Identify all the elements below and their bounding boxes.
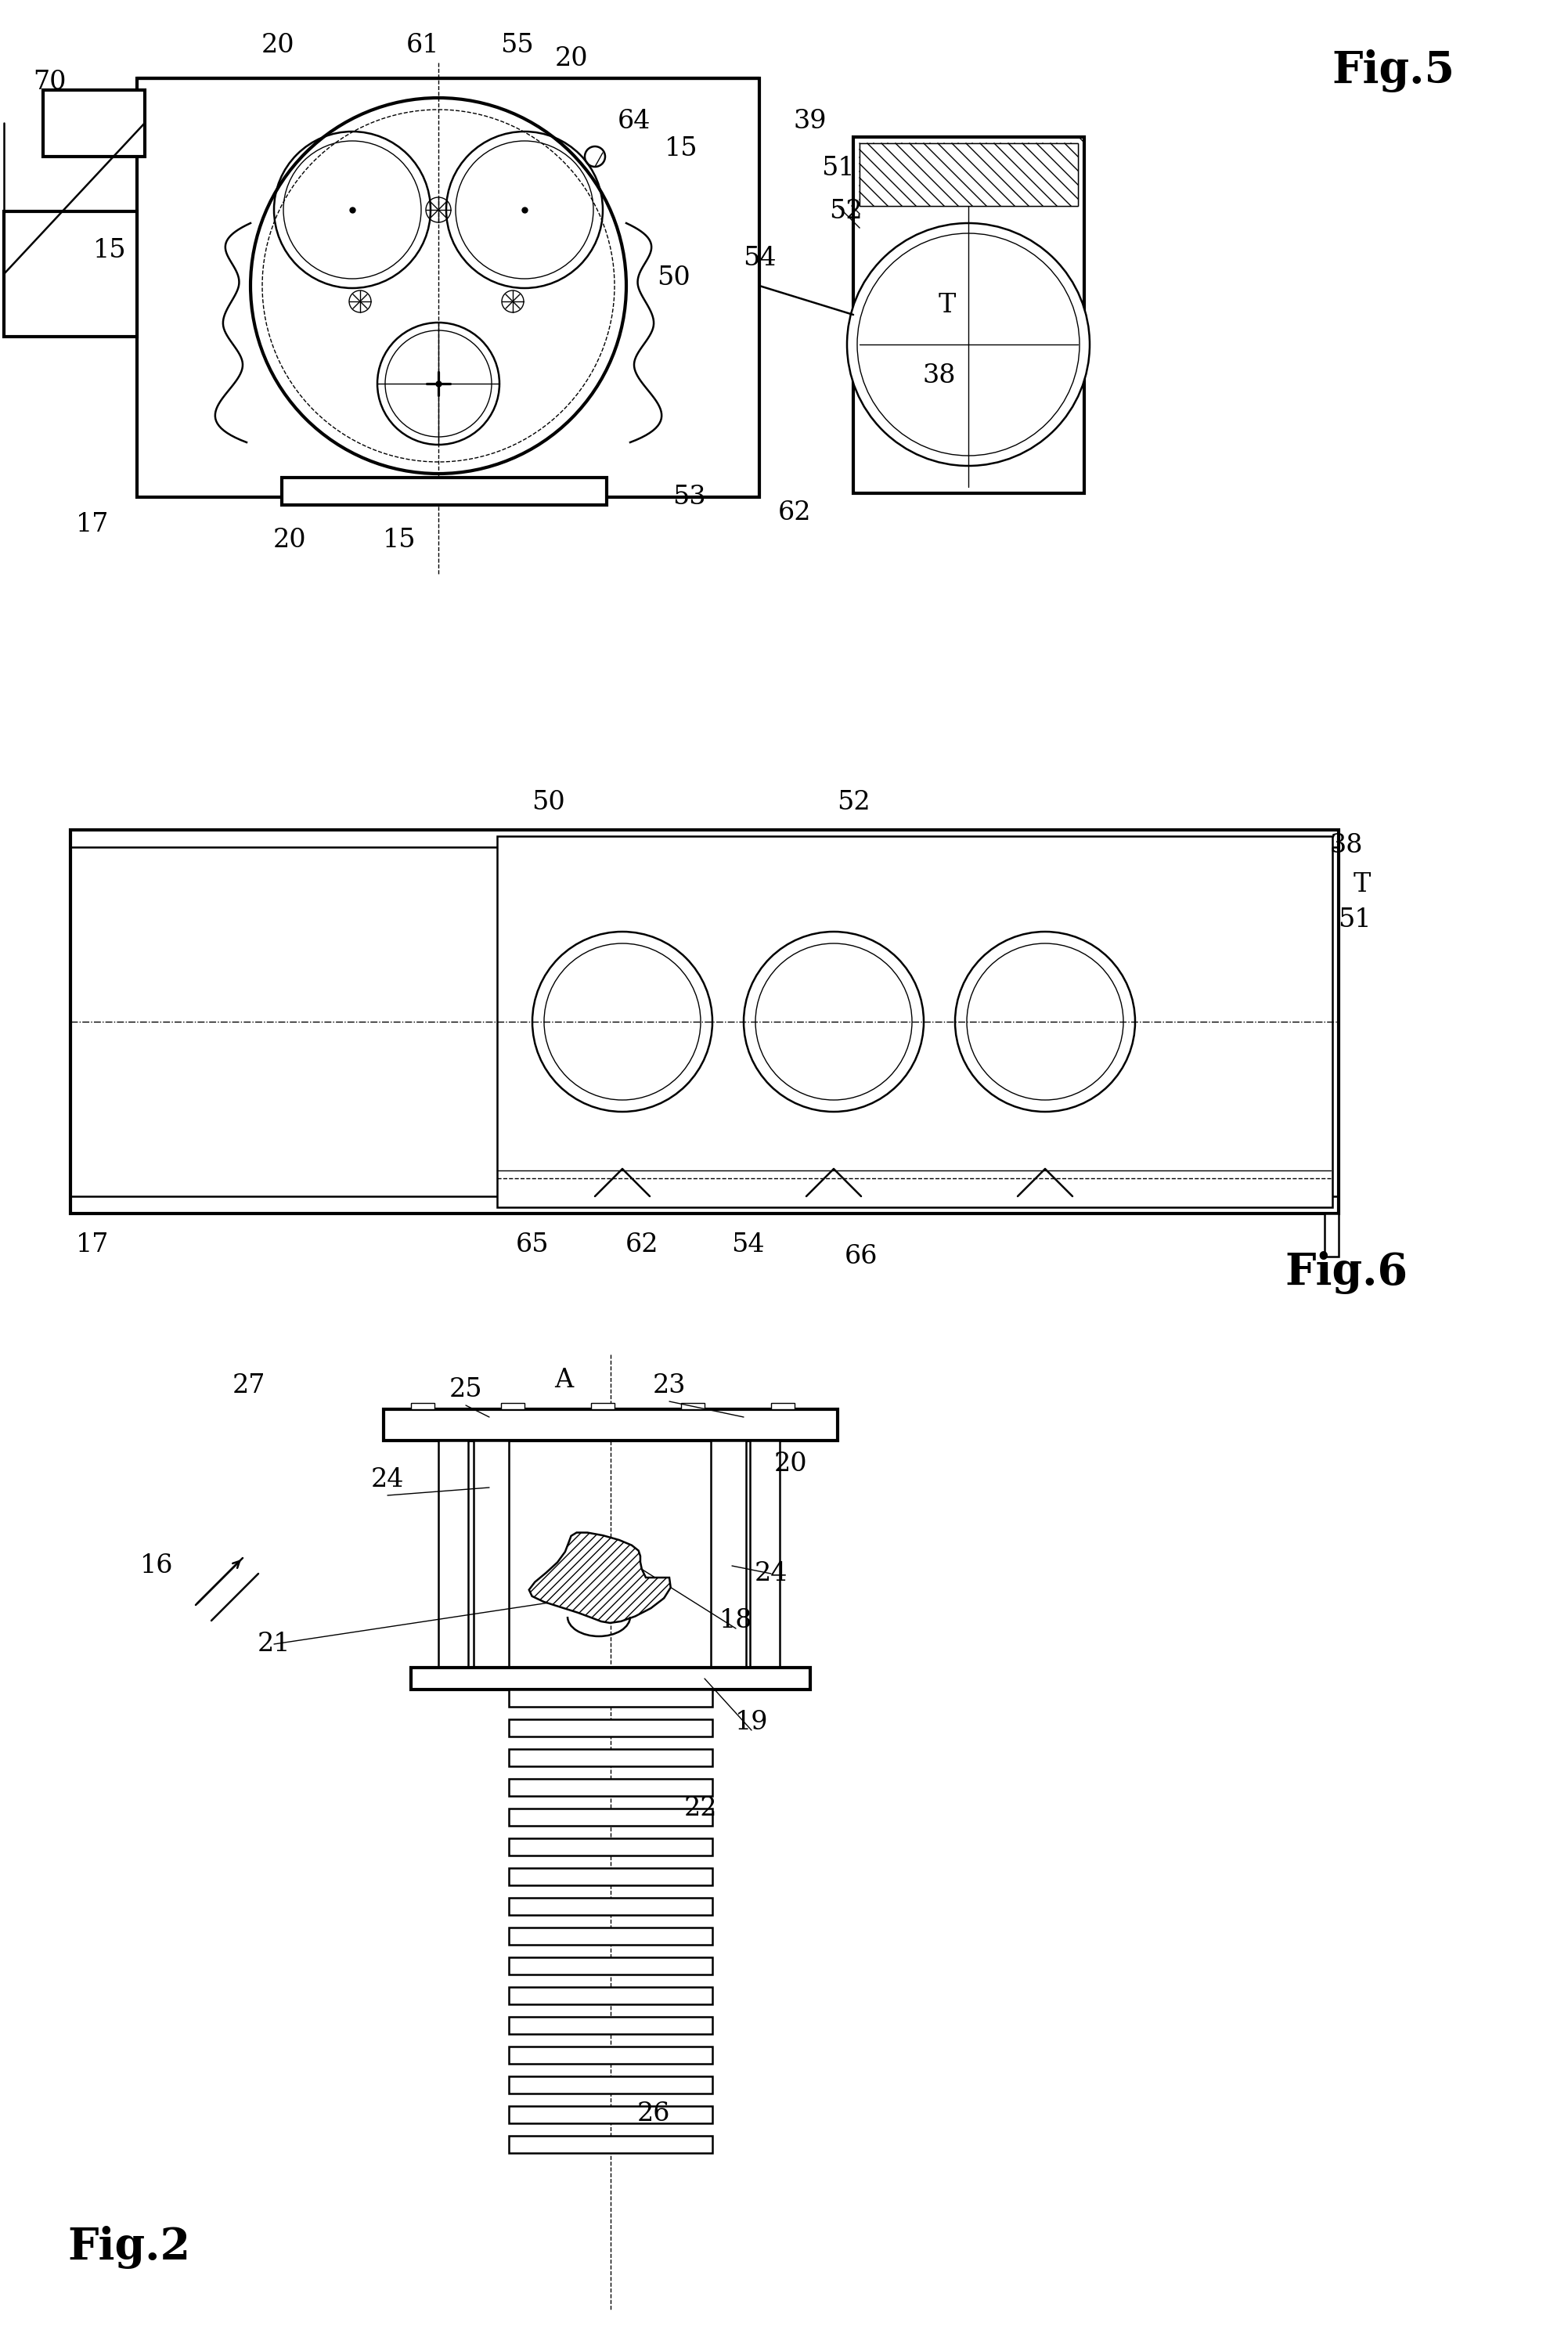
Text: 53: 53	[673, 484, 706, 509]
Bar	[439, 1440, 469, 1669]
Bar	[510, 1839, 712, 1856]
Text: 19: 19	[735, 1711, 768, 1734]
Bar	[859, 143, 1077, 206]
Text: 62: 62	[778, 500, 811, 526]
Bar	[510, 2047, 712, 2064]
Bar	[510, 1958, 712, 1975]
Text: 54: 54	[743, 245, 776, 271]
Text: 65: 65	[516, 1232, 549, 1257]
Text: 38: 38	[1330, 832, 1363, 858]
Bar	[681, 1402, 704, 1409]
Text: 24: 24	[372, 1468, 405, 1493]
Bar	[411, 1669, 811, 1690]
Bar	[384, 1409, 837, 1440]
Text: 51: 51	[822, 157, 855, 180]
Circle shape	[743, 932, 924, 1112]
Text: 15: 15	[93, 238, 127, 264]
Bar	[853, 138, 1083, 493]
Bar	[42, 91, 144, 157]
Text: 66: 66	[845, 1243, 878, 1269]
Text: T: T	[939, 292, 956, 318]
Polygon shape	[528, 1533, 671, 1622]
Bar	[510, 1720, 712, 1736]
Bar	[1325, 1213, 1339, 1257]
Bar	[859, 143, 1077, 206]
Bar	[771, 1402, 795, 1409]
Bar	[710, 1440, 746, 1669]
Bar	[750, 1440, 779, 1669]
Text: 54: 54	[731, 1232, 764, 1257]
Text: A: A	[554, 1367, 574, 1393]
Text: 18: 18	[720, 1608, 753, 1634]
Text: 70: 70	[33, 70, 66, 96]
Text: Fig.2: Fig.2	[67, 2225, 191, 2269]
Text: 61: 61	[406, 33, 439, 58]
Bar	[510, 1778, 712, 1797]
Bar	[474, 1440, 510, 1669]
Bar	[510, 1898, 712, 1914]
Text: 15: 15	[383, 528, 416, 554]
Text: 22: 22	[684, 1797, 717, 1821]
Text: 20: 20	[273, 528, 306, 554]
Bar	[510, 1867, 712, 1886]
Text: 26: 26	[637, 2101, 670, 2127]
Bar	[510, 1928, 712, 1944]
Bar	[282, 477, 607, 505]
Text: 64: 64	[618, 110, 651, 133]
Bar	[71, 830, 1339, 1213]
Text: 20: 20	[555, 47, 588, 70]
Bar	[510, 1690, 712, 1706]
Text: 38: 38	[922, 362, 956, 388]
Bar	[510, 2106, 712, 2124]
Text: 23: 23	[652, 1374, 685, 1398]
Bar	[411, 1402, 434, 1409]
Text: T: T	[1353, 872, 1370, 897]
Bar	[3, 210, 136, 337]
Text: 16: 16	[140, 1554, 172, 1577]
Text: 17: 17	[75, 1232, 108, 1257]
Text: 20: 20	[775, 1451, 808, 1477]
Text: 17: 17	[75, 512, 108, 538]
Bar	[510, 2136, 712, 2152]
Text: 52: 52	[829, 199, 862, 224]
Text: 20: 20	[262, 33, 295, 58]
Bar	[510, 1809, 712, 1825]
Bar	[510, 1748, 712, 1767]
Bar	[136, 79, 759, 498]
Bar	[510, 2075, 712, 2094]
Circle shape	[532, 932, 712, 1112]
Bar	[591, 1402, 615, 1409]
Text: 50: 50	[532, 790, 564, 816]
Text: 25: 25	[448, 1376, 483, 1402]
Text: 21: 21	[257, 1631, 290, 1657]
Text: 39: 39	[793, 110, 826, 133]
Bar	[502, 1402, 524, 1409]
Text: 24: 24	[754, 1561, 787, 1587]
Text: 51: 51	[1338, 907, 1370, 932]
Bar	[510, 2017, 712, 2033]
Text: 27: 27	[232, 1374, 265, 1398]
Circle shape	[847, 222, 1090, 465]
Bar	[497, 837, 1333, 1208]
Text: 62: 62	[626, 1232, 659, 1257]
Circle shape	[955, 932, 1135, 1112]
Text: Fig.6: Fig.6	[1284, 1250, 1408, 1295]
Text: Fig.5: Fig.5	[1331, 49, 1455, 91]
Text: 52: 52	[837, 790, 870, 816]
Text: 50: 50	[657, 266, 690, 290]
Text: 15: 15	[665, 136, 698, 161]
Text: 55: 55	[500, 33, 533, 58]
Bar	[510, 1986, 712, 2005]
